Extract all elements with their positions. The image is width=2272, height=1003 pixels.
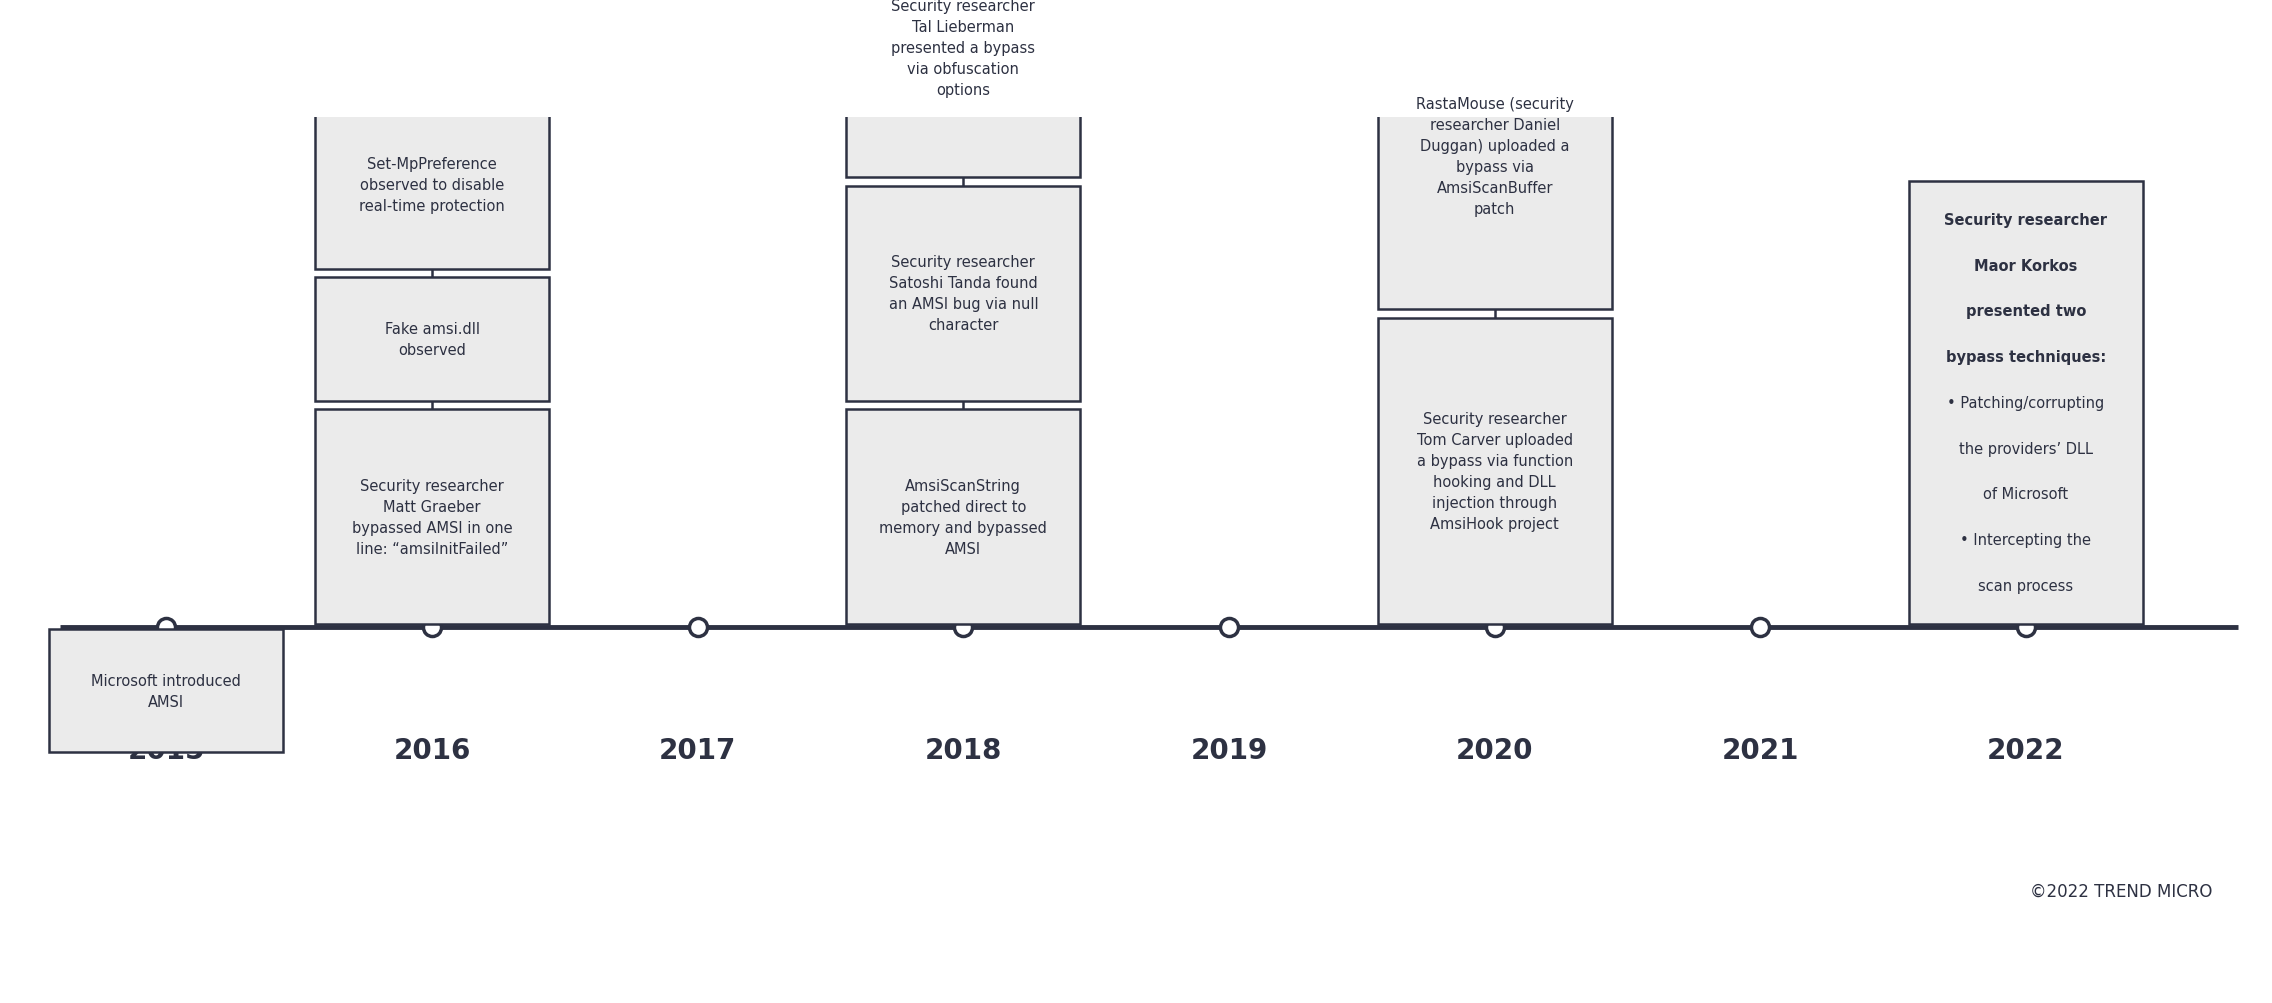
FancyBboxPatch shape: [50, 630, 284, 752]
Text: AmsiScanString
patched direct to
memory and bypassed
AMSI: AmsiScanString patched direct to memory …: [879, 478, 1047, 556]
Text: 2015: 2015: [127, 736, 204, 764]
FancyBboxPatch shape: [1908, 182, 2142, 625]
FancyBboxPatch shape: [1377, 4, 1611, 310]
Text: Security researcher: Security researcher: [1945, 213, 2108, 228]
FancyBboxPatch shape: [1377, 319, 1611, 625]
FancyBboxPatch shape: [316, 278, 550, 401]
Text: • Intercepting the: • Intercepting the: [1961, 533, 2093, 548]
Text: bypass techniques:: bypass techniques:: [1945, 350, 2106, 365]
Text: Security researcher
Tal Lieberman
presented a bypass
via obfuscation
options: Security researcher Tal Lieberman presen…: [891, 0, 1036, 97]
Text: the providers’ DLL: the providers’ DLL: [1958, 441, 2093, 456]
Text: Fake amsi.dll
observed: Fake amsi.dll observed: [384, 322, 479, 358]
Text: 2016: 2016: [393, 736, 470, 764]
Text: Set-MpPreference
observed to disable
real-time protection: Set-MpPreference observed to disable rea…: [359, 156, 504, 214]
Text: ©2022 TREND MICRO: ©2022 TREND MICRO: [2029, 882, 2213, 900]
Text: 2022: 2022: [1988, 736, 2065, 764]
Text: Maor Korkos: Maor Korkos: [1974, 259, 2077, 274]
FancyBboxPatch shape: [847, 410, 1079, 625]
Text: Microsoft introduced
AMSI: Microsoft introduced AMSI: [91, 673, 241, 709]
FancyBboxPatch shape: [847, 187, 1079, 401]
FancyBboxPatch shape: [316, 410, 550, 625]
Text: 2018: 2018: [925, 736, 1002, 764]
Text: Security researcher
Matt Graeber
bypassed AMSI in one
line: “amsiInitFailed”: Security researcher Matt Graeber bypasse…: [352, 478, 511, 556]
FancyBboxPatch shape: [316, 100, 550, 270]
Text: 2017: 2017: [659, 736, 736, 764]
Text: presented two: presented two: [1965, 304, 2086, 319]
Text: • Patching/corrupting: • Patching/corrupting: [1947, 395, 2104, 410]
Text: 2019: 2019: [1191, 736, 1268, 764]
Text: 2020: 2020: [1456, 736, 1534, 764]
Text: RastaMouse (security
researcher Daniel
Duggan) uploaded a
bypass via
AmsiScanBuf: RastaMouse (security researcher Daniel D…: [1415, 97, 1574, 217]
Text: 2021: 2021: [1722, 736, 1799, 764]
Text: Security researcher
Tom Carver uploaded
a bypass via function
hooking and DLL
in: Security researcher Tom Carver uploaded …: [1415, 411, 1572, 532]
Text: Security researcher
Satoshi Tanda found
an AMSI bug via null
character: Security researcher Satoshi Tanda found …: [888, 255, 1038, 333]
FancyBboxPatch shape: [847, 0, 1079, 178]
Text: scan process: scan process: [1979, 579, 2074, 593]
Text: of Microsoft: of Microsoft: [1983, 486, 2068, 502]
